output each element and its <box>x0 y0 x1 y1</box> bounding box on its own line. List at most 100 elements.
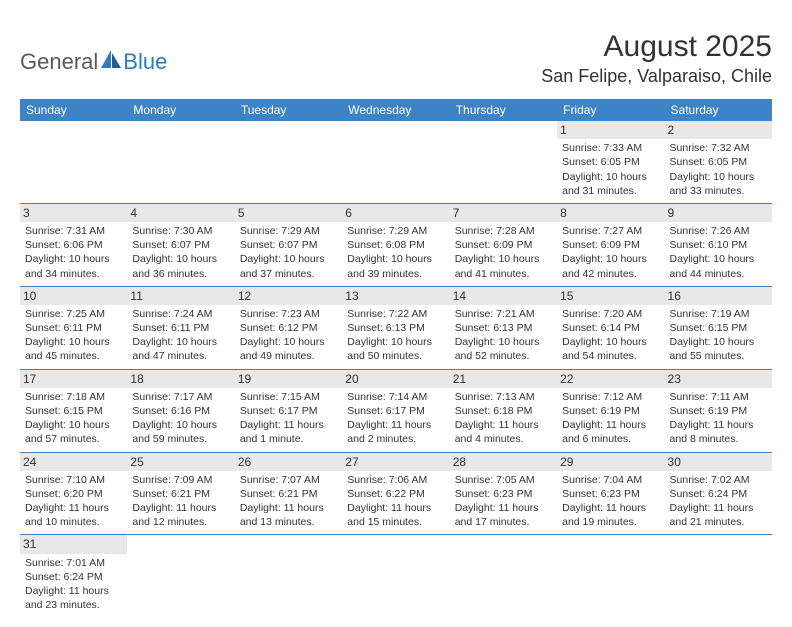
cell-daylight2: and 59 minutes. <box>132 432 229 446</box>
day-number: 17 <box>20 370 127 388</box>
day-header: Saturday <box>665 99 772 121</box>
cell-daylight2: and 13 minutes. <box>240 515 337 529</box>
cell-sunset: Sunset: 6:19 PM <box>562 404 659 418</box>
cell-sunrise: Sunrise: 7:30 AM <box>132 224 229 238</box>
calendar-cell: 3Sunrise: 7:31 AMSunset: 6:06 PMDaylight… <box>20 203 127 286</box>
cell-sunset: Sunset: 6:21 PM <box>240 487 337 501</box>
day-number: 31 <box>20 535 127 553</box>
cell-sunset: Sunset: 6:14 PM <box>562 321 659 335</box>
day-number-blank <box>665 535 772 553</box>
cell-sunset: Sunset: 6:10 PM <box>670 238 767 252</box>
cell-daylight2: and 12 minutes. <box>132 515 229 529</box>
calendar-cell: 16Sunrise: 7:19 AMSunset: 6:15 PMDayligh… <box>665 286 772 369</box>
day-number: 14 <box>450 287 557 305</box>
cell-sunrise: Sunrise: 7:18 AM <box>25 390 122 404</box>
calendar-cell: 30Sunrise: 7:02 AMSunset: 6:24 PMDayligh… <box>665 452 772 535</box>
cell-sunrise: Sunrise: 7:31 AM <box>25 224 122 238</box>
cell-sunset: Sunset: 6:15 PM <box>670 321 767 335</box>
day-number-blank <box>127 121 234 139</box>
calendar-cell <box>557 535 664 617</box>
cell-sunset: Sunset: 6:17 PM <box>240 404 337 418</box>
cell-sunset: Sunset: 6:11 PM <box>25 321 122 335</box>
cell-daylight2: and 8 minutes. <box>670 432 767 446</box>
calendar-cell: 25Sunrise: 7:09 AMSunset: 6:21 PMDayligh… <box>127 452 234 535</box>
cell-daylight1: Daylight: 11 hours <box>25 501 122 515</box>
cell-daylight2: and 37 minutes. <box>240 267 337 281</box>
cell-sunset: Sunset: 6:07 PM <box>240 238 337 252</box>
cell-daylight1: Daylight: 11 hours <box>347 418 444 432</box>
day-header: Thursday <box>450 99 557 121</box>
cell-daylight2: and 42 minutes. <box>562 267 659 281</box>
cell-daylight2: and 54 minutes. <box>562 349 659 363</box>
cell-sunrise: Sunrise: 7:27 AM <box>562 224 659 238</box>
day-number: 4 <box>127 204 234 222</box>
cell-sunrise: Sunrise: 7:13 AM <box>455 390 552 404</box>
day-header: Sunday <box>20 99 127 121</box>
cell-sunrise: Sunrise: 7:32 AM <box>670 141 767 155</box>
day-number: 18 <box>127 370 234 388</box>
calendar-cell: 6Sunrise: 7:29 AMSunset: 6:08 PMDaylight… <box>342 203 449 286</box>
day-number: 15 <box>557 287 664 305</box>
cell-sunset: Sunset: 6:05 PM <box>562 155 659 169</box>
calendar-cell: 18Sunrise: 7:17 AMSunset: 6:16 PMDayligh… <box>127 369 234 452</box>
day-number: 22 <box>557 370 664 388</box>
calendar-cell: 24Sunrise: 7:10 AMSunset: 6:20 PMDayligh… <box>20 452 127 535</box>
cell-daylight1: Daylight: 11 hours <box>455 418 552 432</box>
day-number: 11 <box>127 287 234 305</box>
calendar-cell: 29Sunrise: 7:04 AMSunset: 6:23 PMDayligh… <box>557 452 664 535</box>
title-block: August 2025 San Felipe, Valparaiso, Chil… <box>541 30 772 87</box>
cell-sunset: Sunset: 6:11 PM <box>132 321 229 335</box>
day-header: Wednesday <box>342 99 449 121</box>
calendar-cell: 1Sunrise: 7:33 AMSunset: 6:05 PMDaylight… <box>557 121 664 203</box>
day-number: 5 <box>235 204 342 222</box>
cell-sunrise: Sunrise: 7:06 AM <box>347 473 444 487</box>
calendar-cell: 20Sunrise: 7:14 AMSunset: 6:17 PMDayligh… <box>342 369 449 452</box>
day-number: 16 <box>665 287 772 305</box>
day-number: 23 <box>665 370 772 388</box>
cell-daylight2: and 52 minutes. <box>455 349 552 363</box>
day-number: 24 <box>20 453 127 471</box>
day-number-blank <box>450 535 557 553</box>
calendar-body: 1Sunrise: 7:33 AMSunset: 6:05 PMDaylight… <box>20 121 772 617</box>
cell-sunrise: Sunrise: 7:11 AM <box>670 390 767 404</box>
cell-sunset: Sunset: 6:09 PM <box>455 238 552 252</box>
cell-daylight1: Daylight: 10 hours <box>25 418 122 432</box>
cell-sunset: Sunset: 6:16 PM <box>132 404 229 418</box>
day-number: 20 <box>342 370 449 388</box>
cell-sunset: Sunset: 6:09 PM <box>562 238 659 252</box>
month-title: August 2025 <box>541 30 772 64</box>
day-number: 30 <box>665 453 772 471</box>
cell-daylight1: Daylight: 10 hours <box>240 335 337 349</box>
calendar-row: 24Sunrise: 7:10 AMSunset: 6:20 PMDayligh… <box>20 452 772 535</box>
day-number-blank <box>450 121 557 139</box>
day-number-blank <box>342 535 449 553</box>
day-number: 26 <box>235 453 342 471</box>
calendar-cell <box>20 121 127 203</box>
calendar-cell <box>127 121 234 203</box>
day-number: 3 <box>20 204 127 222</box>
day-number: 8 <box>557 204 664 222</box>
calendar-cell: 8Sunrise: 7:27 AMSunset: 6:09 PMDaylight… <box>557 203 664 286</box>
cell-sunrise: Sunrise: 7:33 AM <box>562 141 659 155</box>
cell-daylight1: Daylight: 11 hours <box>670 501 767 515</box>
cell-daylight2: and 33 minutes. <box>670 184 767 198</box>
calendar-cell: 4Sunrise: 7:30 AMSunset: 6:07 PMDaylight… <box>127 203 234 286</box>
cell-sunrise: Sunrise: 7:07 AM <box>240 473 337 487</box>
logo-text-blue: Blue <box>123 49 167 75</box>
calendar-row: 17Sunrise: 7:18 AMSunset: 6:15 PMDayligh… <box>20 369 772 452</box>
calendar-cell: 5Sunrise: 7:29 AMSunset: 6:07 PMDaylight… <box>235 203 342 286</box>
day-number: 29 <box>557 453 664 471</box>
calendar-cell: 7Sunrise: 7:28 AMSunset: 6:09 PMDaylight… <box>450 203 557 286</box>
calendar-cell <box>342 121 449 203</box>
cell-daylight1: Daylight: 10 hours <box>455 252 552 266</box>
calendar-cell <box>127 535 234 617</box>
calendar-cell <box>235 535 342 617</box>
cell-sunset: Sunset: 6:13 PM <box>455 321 552 335</box>
cell-sunrise: Sunrise: 7:04 AM <box>562 473 659 487</box>
cell-daylight1: Daylight: 11 hours <box>132 501 229 515</box>
calendar-cell: 31Sunrise: 7:01 AMSunset: 6:24 PMDayligh… <box>20 535 127 617</box>
cell-daylight2: and 1 minute. <box>240 432 337 446</box>
cell-sunrise: Sunrise: 7:26 AM <box>670 224 767 238</box>
calendar-cell: 2Sunrise: 7:32 AMSunset: 6:05 PMDaylight… <box>665 121 772 203</box>
day-number: 12 <box>235 287 342 305</box>
